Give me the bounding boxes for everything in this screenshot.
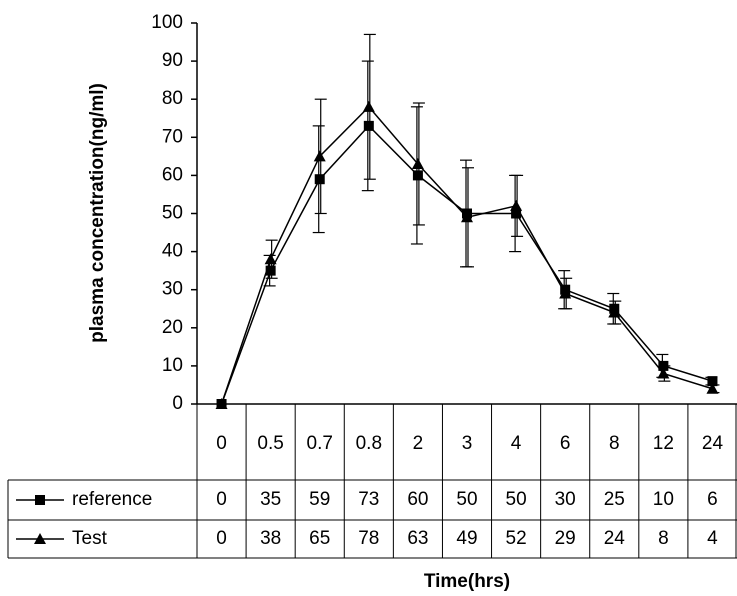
x-tick-label: 24 — [702, 433, 724, 454]
table-value: 4 — [707, 528, 718, 549]
marker — [34, 533, 46, 544]
y-tick-label: 70 — [162, 126, 183, 147]
x-tick-label: 8 — [609, 433, 620, 454]
legend-label: Test — [72, 528, 108, 549]
table-value: 78 — [358, 528, 379, 549]
y-tick-label: 40 — [162, 241, 183, 262]
marker — [511, 208, 522, 219]
marker — [706, 382, 719, 394]
table-value: 24 — [604, 528, 626, 549]
y-tick-label: 30 — [162, 279, 183, 300]
x-tick-label: 0.8 — [356, 433, 382, 454]
x-tick-label: 0.7 — [307, 433, 333, 454]
x-axis-title: Time(hrs) — [424, 571, 510, 592]
table-value: 59 — [309, 489, 330, 510]
marker — [264, 253, 277, 265]
table-value: 10 — [653, 489, 674, 510]
marker — [707, 376, 718, 387]
marker — [215, 398, 228, 409]
y-axis-title: plasma concentration(ng/ml) — [87, 83, 108, 343]
y-tick-label: 80 — [162, 88, 183, 109]
marker — [314, 174, 325, 185]
table-value: 49 — [456, 528, 477, 549]
series-line — [220, 105, 713, 405]
table-value: 0 — [216, 489, 227, 510]
marker — [313, 150, 326, 162]
table-value: 30 — [555, 489, 576, 510]
marker — [657, 367, 670, 379]
x-tick-label: 0 — [216, 433, 227, 454]
marker — [559, 287, 572, 299]
marker — [362, 100, 375, 112]
y-tick-label: 0 — [172, 393, 183, 414]
table-value: 65 — [309, 528, 330, 549]
table-value: 6 — [707, 489, 718, 510]
x-tick-label: 2 — [413, 433, 424, 454]
y-tick-label: 60 — [162, 164, 183, 185]
marker — [510, 199, 523, 211]
table-value: 35 — [260, 489, 281, 510]
y-tick-label: 50 — [162, 203, 183, 224]
table-value: 63 — [407, 528, 428, 549]
table-value: 29 — [555, 528, 576, 549]
x-tick-label: 6 — [560, 433, 571, 454]
y-tick-label: 20 — [162, 317, 183, 338]
y-tick-label: 100 — [151, 12, 183, 33]
table-value: 50 — [506, 489, 527, 510]
table-value: 25 — [604, 489, 625, 510]
table-value: 52 — [506, 528, 527, 549]
y-tick-label: 90 — [162, 50, 183, 71]
table-value: 8 — [658, 528, 669, 549]
marker — [411, 157, 424, 169]
marker — [363, 120, 374, 131]
table-value: 60 — [407, 489, 428, 510]
y-tick-label: 10 — [162, 355, 183, 376]
x-tick-label: 4 — [511, 433, 522, 454]
table-value: 73 — [358, 489, 379, 510]
marker — [412, 170, 423, 181]
table-value: 0 — [216, 528, 227, 549]
marker — [461, 211, 473, 223]
x-tick-label: 12 — [653, 433, 674, 454]
x-tick-label: 0.5 — [257, 433, 283, 454]
legend-label: reference — [72, 489, 152, 510]
table-value: 50 — [456, 489, 477, 510]
table-value: 38 — [260, 528, 281, 549]
marker — [608, 306, 621, 318]
marker — [265, 265, 276, 276]
marker — [35, 495, 45, 505]
x-tick-label: 3 — [462, 433, 473, 454]
